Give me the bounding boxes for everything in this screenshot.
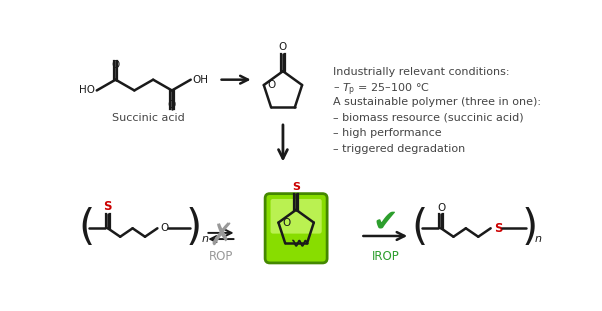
Text: ✗: ✗ (208, 221, 234, 250)
Text: – triggered degradation: – triggered degradation (334, 144, 465, 154)
Text: OH: OH (192, 75, 208, 85)
Text: – high performance: – high performance (334, 128, 442, 138)
Text: Succinic acid: Succinic acid (113, 113, 185, 123)
Text: O: O (268, 80, 276, 90)
Text: Industrially relevant conditions:: Industrially relevant conditions: (334, 67, 510, 77)
Text: O: O (168, 100, 176, 110)
Text: IROP: IROP (371, 250, 399, 263)
Text: ): ) (522, 207, 538, 249)
Text: O: O (111, 60, 120, 70)
Text: HO: HO (79, 86, 95, 95)
Text: S: S (494, 222, 503, 235)
Text: S: S (104, 200, 112, 213)
Text: – biomass resource (succinic acid): – biomass resource (succinic acid) (334, 113, 524, 123)
Text: $n$: $n$ (534, 234, 542, 244)
Text: $n$: $n$ (201, 234, 209, 244)
Text: O: O (437, 203, 445, 213)
Text: – $\mathit{T}_{\mathrm{p}}$ = 25–100 °C: – $\mathit{T}_{\mathrm{p}}$ = 25–100 °C (334, 82, 430, 98)
Text: O: O (282, 218, 291, 228)
Text: (: ( (78, 207, 95, 249)
Text: A sustainable polymer (three in one):: A sustainable polymer (three in one): (334, 97, 541, 107)
Text: ✔: ✔ (373, 208, 398, 237)
FancyBboxPatch shape (270, 199, 321, 234)
FancyBboxPatch shape (265, 194, 327, 263)
Text: S: S (292, 182, 300, 192)
Text: O: O (161, 223, 169, 233)
Text: ): ) (185, 207, 202, 249)
Text: ROP: ROP (209, 250, 233, 263)
Text: (: ( (411, 207, 427, 249)
Text: O: O (279, 42, 287, 52)
